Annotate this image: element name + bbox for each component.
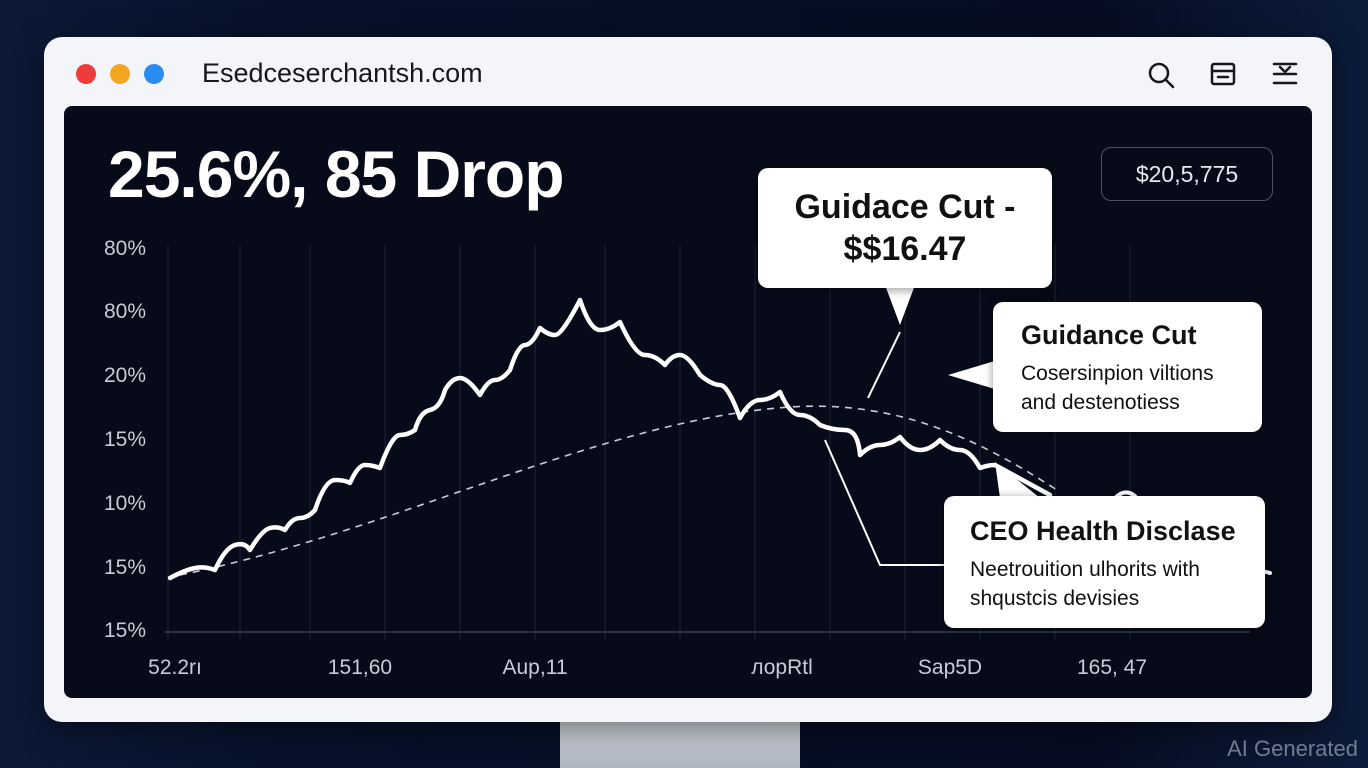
- price-badge: $20,5,775: [1101, 147, 1273, 201]
- y-axis-label: 15%: [103, 556, 146, 579]
- headline: 25.6%, 85 Drop: [108, 137, 565, 211]
- trend-line: [179, 405, 1061, 576]
- y-axis-label: 15%: [103, 428, 146, 451]
- y-axis-label: 20%: [103, 364, 146, 387]
- callout-line: and destenotiess: [1021, 391, 1180, 414]
- callout-line: Neetrouition ulhorits with: [970, 558, 1200, 581]
- callout-line: Cosersinpion viltions: [1021, 362, 1214, 385]
- callout-line: Guidace Cut -: [794, 188, 1016, 226]
- callout-guidance: Guidance Cut Cosersinpion viltions and des…: [993, 302, 1262, 432]
- search-icon[interactable]: [1148, 62, 1175, 89]
- minimize-button[interactable]: [110, 64, 130, 84]
- callout-ceo: CEO Health Disclase Neetrouition ulhorits…: [944, 496, 1265, 628]
- y-axis-label: 80%: [103, 300, 146, 323]
- y-axis-label: 10%: [103, 492, 146, 515]
- x-axis-label: 165, 47: [1076, 656, 1148, 679]
- y-axis-label: 80%: [103, 237, 146, 260]
- callout-tails: [885, 285, 1040, 498]
- callout-line: shqustcis devisies: [970, 587, 1140, 610]
- callout-title: Guidance Cut: [1021, 320, 1197, 350]
- url-bar[interactable]: Esedceserchantsh.com: [202, 58, 483, 88]
- menu-icon[interactable]: [1272, 62, 1298, 85]
- callout-leaders: [824, 331, 945, 566]
- callout-guidance-price: Guidace Cut - $$16.47: [758, 168, 1052, 288]
- x-axis-label: 151,60: [327, 656, 393, 679]
- x-axis-label: 52.2rı: [148, 656, 202, 679]
- tab-icon[interactable]: [1210, 62, 1236, 86]
- toolbar-icons: [1148, 62, 1298, 89]
- close-button[interactable]: [76, 64, 96, 84]
- x-axis-label: Aup,11: [502, 656, 568, 679]
- maximize-button[interactable]: [144, 64, 164, 84]
- callout-title: CEO Health Disclase: [970, 516, 1236, 546]
- watermark: AI Generated: [1227, 736, 1358, 761]
- callout-line: $$16.47: [843, 230, 967, 268]
- y-axis-label: 15%: [103, 619, 146, 642]
- monitor-stand: [560, 718, 800, 768]
- x-axis-label: Sap5D: [917, 656, 983, 679]
- price-line: [167, 297, 1053, 581]
- x-axis-label: лорRtl: [751, 656, 813, 679]
